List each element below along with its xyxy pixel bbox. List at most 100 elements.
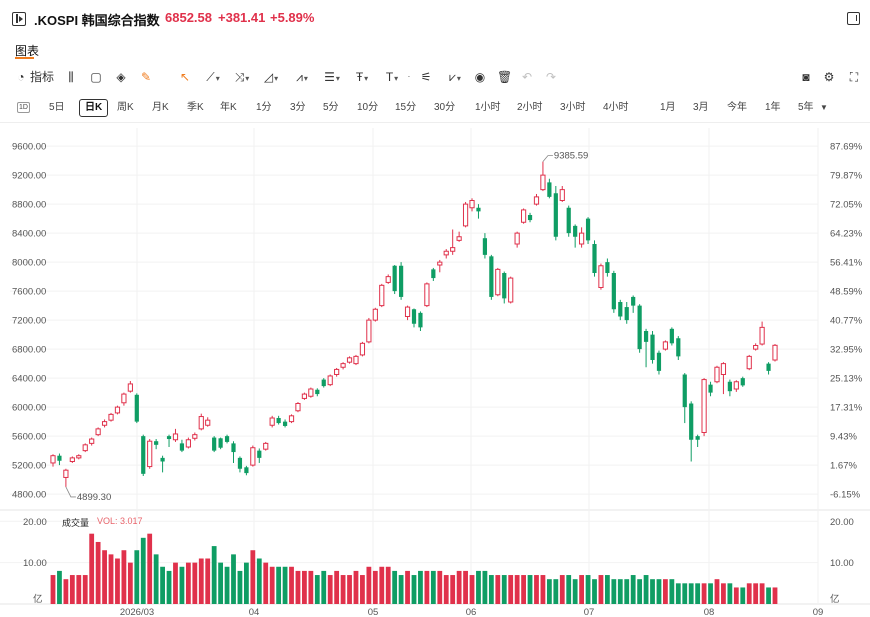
candle bbox=[527, 212, 533, 223]
wave-tool-icon[interactable]: ⩘ bbox=[291, 69, 313, 85]
volume-bar bbox=[95, 541, 101, 604]
candle bbox=[520, 208, 527, 224]
eye-icon[interactable]: ◉ bbox=[474, 70, 486, 84]
candle bbox=[372, 307, 378, 322]
candle bbox=[269, 415, 275, 428]
volume-bar bbox=[379, 566, 385, 604]
period-12[interactable]: 1小时 bbox=[475, 102, 501, 113]
period-4[interactable]: 季K bbox=[187, 102, 204, 113]
period-15[interactable]: 4小时 bbox=[603, 102, 629, 113]
period-17[interactable]: 3月 bbox=[693, 102, 709, 113]
candle bbox=[456, 231, 462, 242]
rectangle-icon[interactable]: ▢ bbox=[90, 70, 102, 84]
period-0[interactable]: 5日 bbox=[49, 102, 65, 113]
candle-body bbox=[218, 438, 223, 448]
more-periods-caret-icon[interactable]: ▼ bbox=[820, 103, 828, 112]
period-3[interactable]: 月K bbox=[152, 102, 169, 113]
period-2[interactable]: 周K bbox=[117, 102, 134, 113]
collapse-panel-icon[interactable] bbox=[12, 12, 26, 26]
volume-bar bbox=[276, 566, 282, 604]
volume-bar bbox=[185, 562, 191, 604]
layers-icon[interactable]: ◈ bbox=[116, 70, 126, 84]
volume-bar bbox=[514, 575, 520, 604]
candle-body bbox=[695, 436, 700, 440]
candle-body bbox=[269, 417, 275, 426]
path-tool-icon[interactable]: ⤨ bbox=[231, 69, 253, 85]
candle bbox=[179, 439, 185, 453]
candle bbox=[237, 456, 243, 473]
period-16[interactable]: 1月 bbox=[660, 102, 676, 113]
candle bbox=[263, 441, 269, 451]
candle bbox=[192, 432, 198, 441]
period-20[interactable]: 5年 bbox=[798, 102, 814, 113]
period-10[interactable]: 15分 bbox=[395, 102, 417, 113]
text-tool-icon[interactable]: T bbox=[381, 69, 403, 85]
y-tick-label: 6800.00 bbox=[12, 345, 46, 356]
period-19[interactable]: 1年 bbox=[765, 102, 781, 113]
period-7[interactable]: 3分 bbox=[290, 102, 306, 113]
candle-body bbox=[237, 457, 243, 469]
period-9[interactable]: 10分 bbox=[357, 102, 379, 113]
candle-body bbox=[198, 416, 204, 430]
candle-body bbox=[553, 193, 558, 237]
candle-body bbox=[489, 256, 494, 297]
tab-chart[interactable]: 图表 bbox=[15, 44, 40, 58]
timeshare-button[interactable]: 1D bbox=[17, 102, 30, 113]
indicator-button[interactable]: 指标 bbox=[30, 70, 55, 84]
cursor-icon[interactable]: ↖ bbox=[179, 70, 191, 84]
period-8[interactable]: 5分 bbox=[323, 102, 339, 113]
redo-icon[interactable]: ↷ bbox=[545, 70, 557, 84]
period-1[interactable]: 日K bbox=[79, 99, 109, 117]
candle bbox=[353, 354, 359, 366]
volume-bar bbox=[688, 583, 694, 604]
settings-icon[interactable]: ⚙ bbox=[823, 70, 835, 84]
period-5[interactable]: 年K bbox=[220, 102, 237, 113]
candle bbox=[154, 439, 159, 450]
period-14[interactable]: 3小时 bbox=[560, 102, 586, 113]
period-6[interactable]: 1分 bbox=[256, 102, 272, 113]
volume-bar bbox=[624, 579, 630, 604]
candle-body bbox=[656, 352, 662, 371]
measure-icon[interactable]: ⚟ bbox=[420, 70, 432, 84]
volume-bar bbox=[147, 533, 153, 604]
candle bbox=[598, 263, 604, 290]
brush-icon[interactable]: ✎ bbox=[140, 70, 152, 84]
fib-tool-icon[interactable]: ☰ bbox=[321, 69, 343, 85]
period-13[interactable]: 2小时 bbox=[517, 102, 543, 113]
candle-body bbox=[598, 265, 604, 288]
indicator-icon[interactable]: ◔ bbox=[17, 70, 25, 84]
candle-body bbox=[579, 232, 585, 245]
candle-body bbox=[172, 433, 179, 441]
camera-icon[interactable]: ◙ bbox=[802, 70, 810, 84]
candle bbox=[121, 392, 127, 406]
expand-panel-icon[interactable] bbox=[847, 12, 860, 25]
fullscreen-icon[interactable]: ⛶ bbox=[849, 70, 859, 84]
volume-bar bbox=[540, 575, 546, 604]
period-18[interactable]: 今年 bbox=[727, 102, 747, 113]
candle-body bbox=[676, 338, 681, 357]
volume-bar bbox=[592, 579, 597, 604]
undo-icon[interactable]: ↶ bbox=[521, 70, 533, 84]
candle-body bbox=[334, 368, 340, 375]
volume-tick-label: 10.00 bbox=[23, 558, 47, 569]
line-tool-icon[interactable]: ⟋ bbox=[202, 69, 224, 85]
x-tick-label: 06 bbox=[466, 607, 477, 617]
volume-bar bbox=[89, 533, 95, 604]
candle-type-icon[interactable]: ⫼ bbox=[68, 70, 74, 84]
trash-icon[interactable]: 🗑 bbox=[497, 70, 513, 84]
volume-bar bbox=[559, 575, 565, 604]
pattern-tool-icon[interactable]: ⩗ bbox=[444, 69, 466, 85]
period-11[interactable]: 30分 bbox=[434, 102, 456, 113]
volume-bar bbox=[63, 579, 69, 604]
candle bbox=[385, 274, 391, 284]
volume-bar bbox=[650, 579, 655, 604]
text-tool-icon[interactable]: Ŧ bbox=[351, 69, 373, 85]
volume-bar bbox=[392, 570, 398, 604]
candle-body bbox=[353, 355, 359, 365]
triangle-tool-icon[interactable]: ◿ bbox=[260, 69, 282, 85]
volume-bar bbox=[669, 579, 675, 604]
volume-bar bbox=[243, 562, 249, 604]
candle bbox=[624, 302, 629, 324]
candle bbox=[57, 453, 62, 466]
